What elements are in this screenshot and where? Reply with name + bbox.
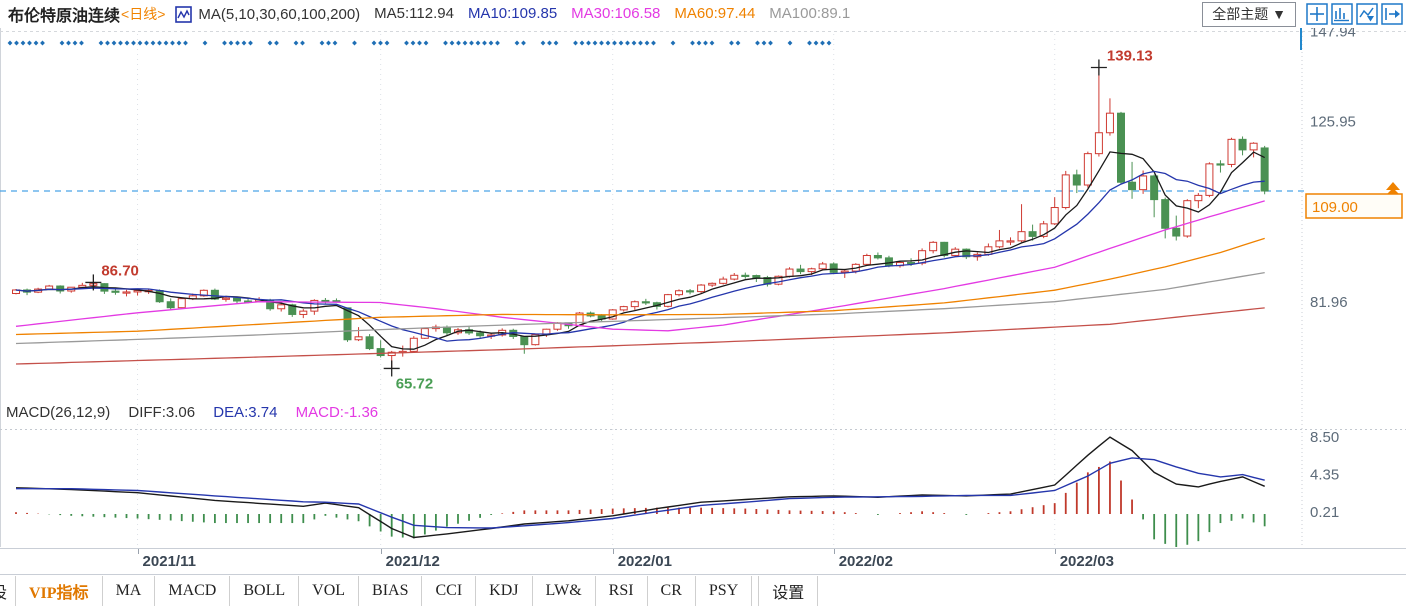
tab-bias[interactable]: BIAS xyxy=(359,576,423,606)
crosshair-icon[interactable] xyxy=(1306,3,1328,25)
macd-params-label: MACD(26,12,9) xyxy=(6,404,111,421)
x-axis-tick xyxy=(1054,549,1056,554)
export-icon[interactable] xyxy=(1381,3,1403,25)
line-chart-icon xyxy=(175,5,193,23)
x-axis-label-2021-12: 2021/12 xyxy=(385,553,440,570)
ma10-line xyxy=(15,170,1265,342)
x-axis-band: 2021/11 2021/12 2022/01 2022/02 2022/03 xyxy=(0,548,1406,575)
tab-settings[interactable]: 设置 xyxy=(758,576,819,606)
macd-hist-value: MACD:-1.36 xyxy=(295,404,379,421)
x-axis-label-2022-03: 2022/03 xyxy=(1059,553,1114,570)
macd-label-0.21: 0.21 xyxy=(1310,504,1339,521)
price-label-81.96: 81.96 xyxy=(1310,294,1348,311)
tab-cr[interactable]: CR xyxy=(648,576,696,606)
ma100-line xyxy=(15,271,1265,345)
svg-text:109.00: 109.00 xyxy=(1312,199,1358,216)
macd-header: MACD(26,12,9) DIFF:3.06 DEA:3.74 MACD:-1… xyxy=(6,404,392,421)
ma-settings-label: MA(5,10,30,60,100,200) xyxy=(198,5,361,23)
candles-layer xyxy=(12,67,1269,369)
tab-rsi[interactable]: RSI xyxy=(596,576,648,606)
ma-values: MA5:112.94 MA10:109.85 MA30:106.58 MA60:97.… xyxy=(360,5,850,23)
theme-dropdown-button[interactable]: 全部主题 ▼ xyxy=(1202,1,1296,27)
price-label-147.94: 147.94 xyxy=(1310,28,1356,40)
tab-kdj[interactable]: KDJ xyxy=(476,576,533,606)
ma200-line xyxy=(15,307,1265,365)
tab-vip-indicators[interactable]: VIP指标 xyxy=(16,576,103,606)
trend-play-icon[interactable] xyxy=(1356,3,1378,25)
price-label-125.95: 125.95 xyxy=(1310,114,1356,131)
macd-dea-value: DEA:3.74 xyxy=(213,404,278,421)
x-axis-tick xyxy=(612,549,614,554)
tab-partial-left[interactable]: 设 xyxy=(0,576,16,606)
macd-label-4.35: 4.35 xyxy=(1310,467,1339,484)
tab-macd[interactable]: MACD xyxy=(155,576,231,606)
macd-dea-line xyxy=(16,457,1265,529)
period-tag: <日线> xyxy=(121,6,166,22)
x-axis-tick xyxy=(137,549,139,554)
ma-value: MA30:106.58 xyxy=(571,5,661,22)
indicator-pane-icon[interactable] xyxy=(1331,3,1353,25)
tab-cci[interactable]: CCI xyxy=(422,576,477,606)
annotation-139.13: 139.13 xyxy=(1107,47,1153,64)
macd-diff-value: DIFF:3.06 xyxy=(128,404,196,421)
x-axis-label-2021-11: 2021/11 xyxy=(142,553,196,570)
x-axis-tick xyxy=(380,549,382,554)
annotation-65.72: 65.72 xyxy=(396,375,434,392)
ma-value: MA5:112.94 xyxy=(374,5,454,22)
chart-header: 布伦特原油连续 <日线> MA(5,10,30,60,100,200) MA5:… xyxy=(0,0,1406,28)
ma30-line xyxy=(15,200,1265,332)
ma-value: MA10:109.85 xyxy=(467,5,558,22)
x-axis-label-2022-02: 2022/02 xyxy=(838,553,893,570)
candlestick-chart[interactable]: 86.70 139.13 65.72 147.94 125.95 81.96 109.00 8… xyxy=(0,23,1406,553)
x-axis-tick xyxy=(833,549,835,554)
tab-psy[interactable]: PSY xyxy=(696,576,753,606)
indicator-toolbar: 设 VIP指标MAMACDBOLLVOLBIASCCIKDJLW&RSICRPS… xyxy=(0,576,1406,606)
signal-dots-row xyxy=(7,40,832,46)
symbol-title: 布伦特原油连续 xyxy=(8,8,121,25)
x-axis-label-2022-01: 2022/01 xyxy=(617,553,672,570)
tab-lw[interactable]: LW& xyxy=(533,576,596,606)
annotation-86.70: 86.70 xyxy=(101,262,139,279)
macd-label-8.50: 8.50 xyxy=(1310,429,1339,446)
macd-histogram xyxy=(15,461,1266,547)
tab-ma[interactable]: MA xyxy=(103,576,156,606)
macd-diff-line xyxy=(15,436,1265,539)
tab-vol[interactable]: VOL xyxy=(299,576,360,606)
ma60-line xyxy=(15,237,1265,336)
current-price-box: 109.00 xyxy=(1305,182,1403,219)
tab-boll[interactable]: BOLL xyxy=(230,576,300,606)
ma-value: MA100:89.1 xyxy=(769,5,851,22)
ma-value: MA60:97.44 xyxy=(674,5,756,22)
